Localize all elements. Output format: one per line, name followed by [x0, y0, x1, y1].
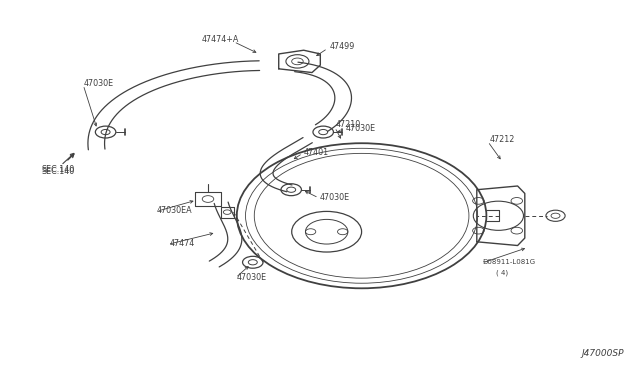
Text: 47030EA: 47030EA: [157, 206, 193, 215]
Text: 47401: 47401: [304, 148, 329, 157]
Text: 47212: 47212: [490, 135, 515, 144]
Text: SEC.140: SEC.140: [42, 154, 75, 174]
Text: 47030E: 47030E: [346, 124, 376, 133]
Text: 47030E: 47030E: [320, 193, 350, 202]
Text: SEC.140: SEC.140: [42, 167, 75, 176]
Text: J47000SP: J47000SP: [582, 349, 624, 358]
Text: 47030E: 47030E: [83, 79, 113, 88]
Text: 47210: 47210: [336, 120, 361, 129]
Text: ( 4): ( 4): [496, 269, 508, 276]
Text: 47499: 47499: [330, 42, 355, 51]
Text: 47474+A: 47474+A: [202, 35, 239, 44]
Text: 47030E: 47030E: [237, 273, 267, 282]
Text: 47474: 47474: [170, 239, 195, 248]
Text: Ð08911-L081G: Ð08911-L081G: [483, 259, 536, 265]
